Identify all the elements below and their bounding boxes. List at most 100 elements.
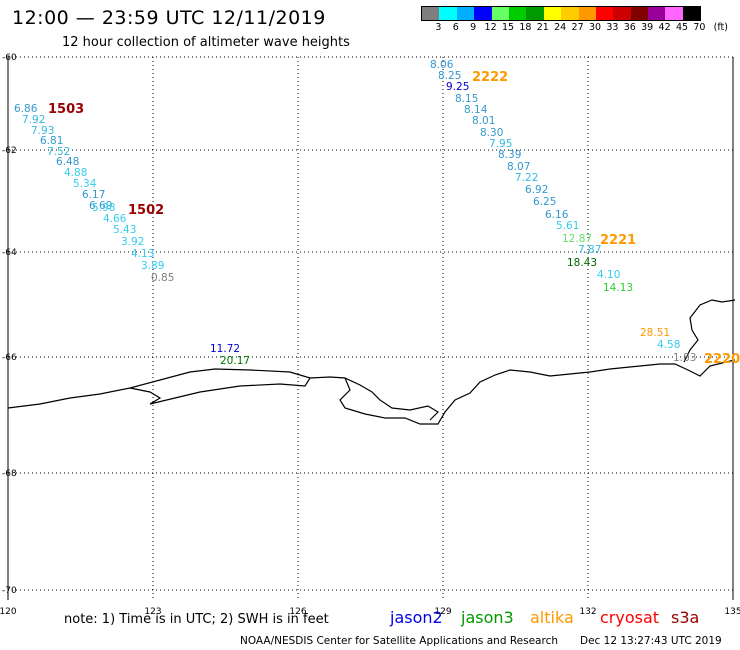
wave-height-reading: 7.22: [515, 172, 538, 184]
wave-height-reading: 8.14: [464, 104, 488, 116]
latitude-tick-label: -70: [2, 586, 17, 596]
altimeter-readings: 6.867.927.936.817.526.484.885.346.176.69…: [14, 59, 696, 367]
wave-height-reading: 8.06: [430, 59, 454, 71]
legend-swatch: [439, 7, 457, 20]
wave-height-reading: 8.39: [498, 149, 521, 161]
wave-height-reading: 8.15: [455, 93, 478, 105]
wave-height-reading: 6.16: [545, 209, 569, 221]
coastline-bay: [344, 377, 439, 421]
legend-swatch: [491, 7, 509, 20]
wave-height-reading: 0.85: [151, 272, 174, 284]
legend-swatch: [456, 7, 475, 20]
legend-swatch: [630, 7, 649, 20]
legend-tick-label: 42: [658, 22, 671, 33]
satellite-legend-item: altika: [530, 608, 574, 627]
wave-height-reading: 7.93: [31, 125, 54, 137]
longitude-tick-label: 123: [144, 607, 161, 617]
color-scale-legend: [421, 6, 702, 21]
satellite-legend-item: cryosat: [600, 608, 660, 627]
wave-height-reading: 6.25: [533, 196, 556, 208]
legend-tick-label: 70: [693, 22, 706, 33]
wave-height-reading: 6.86: [14, 103, 38, 115]
legend-tick-label: 24: [554, 22, 567, 33]
pass-number-label: 1502: [128, 203, 164, 218]
wave-height-reading: 8.25: [438, 70, 461, 82]
legend-swatch: [665, 7, 683, 20]
longitude-tick-label: 135: [724, 607, 740, 617]
map-subtitle: 12 hour collection of altimeter wave hei…: [62, 35, 350, 50]
wave-height-reading: 4.10: [597, 269, 620, 281]
wave-height-reading: 7.95: [489, 138, 512, 150]
satellite-legend-item: jason2: [390, 608, 443, 627]
legend-tick-label: (ft): [713, 22, 728, 33]
coastline-inlet: [129, 377, 311, 405]
longitude-tick-label: 132: [579, 607, 596, 617]
wave-height-reading: 12.87: [562, 233, 592, 245]
pass-number-label: 1503: [48, 102, 84, 117]
coastline: [7, 299, 736, 425]
longitude-tick-label: 129: [434, 607, 451, 617]
legend-swatch: [422, 7, 440, 20]
legend-swatch: [508, 7, 527, 20]
wave-height-reading: 6.17: [82, 189, 105, 201]
coastline-peninsula: [683, 299, 736, 363]
legend-tick-label: 18: [519, 22, 532, 33]
wave-height-reading: 5.43: [113, 224, 136, 236]
wave-height-reading: 6.92: [525, 184, 548, 196]
legend-swatch: [648, 7, 666, 20]
wave-height-reading: 28.51: [640, 327, 670, 339]
wave-height-reading: 14.13: [603, 282, 633, 294]
wave-height-reading: 7.92: [22, 114, 45, 126]
wave-height-reading: 7.87: [578, 244, 601, 256]
wave-height-reading: 6.81: [40, 135, 63, 147]
wave-height-reading: 8.07: [507, 161, 530, 173]
wave-height-reading: 11.72: [210, 343, 240, 355]
pass-number-label: 2222: [472, 70, 508, 85]
legend-tick-label: 6: [452, 22, 459, 33]
legend-tick-label: 15: [501, 22, 515, 33]
units-note: note: 1) Time is in UTC; 2) SWH is in fe…: [64, 612, 329, 627]
color-scale-labels: 3 6 9 12 15 18 21 24 27 30 33 36 39 42 45 70 (ft): [421, 22, 740, 34]
legend-swatch: [682, 7, 701, 20]
legend-swatch: [526, 7, 544, 20]
legend-swatch: [613, 7, 631, 20]
wave-height-reading: 8.01: [472, 115, 495, 127]
wave-height-reading: 3.92: [121, 236, 144, 248]
graticule: 120 123 126 129 132 135 -60 -62 -64 -66 -68 -70: [0, 53, 740, 617]
legend-tick-label: 36: [623, 22, 636, 33]
wave-height-reading: 7.52: [47, 146, 70, 158]
wave-height-reading: 6.69: [89, 200, 112, 212]
wave-height-reading: 4.88: [64, 167, 87, 179]
wave-height-reading: 6.48: [56, 156, 79, 168]
generated-timestamp: Dec 12 13:27:43 UTC 2019: [580, 635, 722, 647]
wave-height-reading: 5.98: [92, 202, 115, 214]
longitude-tick-label: 120: [0, 607, 17, 617]
latitude-tick-label: -68: [2, 469, 17, 479]
legend-tick-label: 30: [588, 22, 602, 33]
legend-swatch: [561, 7, 579, 20]
pass-numbers: 1503 1502 2222 2221 2220: [48, 70, 740, 367]
wave-height-reading: 8.30: [480, 127, 503, 139]
legend-swatch: [595, 7, 614, 20]
wave-height-reading: 4.58: [657, 339, 680, 351]
wave-height-reading: 3.89: [141, 260, 164, 272]
legend-tick-label: 12: [484, 22, 497, 33]
legend-swatch: [578, 7, 596, 20]
wave-height-reading: 4.66: [103, 213, 127, 225]
legend-tick-label: 33: [606, 22, 619, 33]
latitude-tick-label: -64: [2, 248, 17, 258]
legend-swatch: [543, 7, 562, 20]
wave-height-reading: 5.34: [73, 178, 97, 190]
wave-height-reading: 1.83: [673, 352, 696, 364]
map-title: 12:00 — 23:59 UTC 12/11/2019: [12, 7, 326, 29]
wave-height-reading: 18.43: [567, 257, 597, 269]
legend-tick-label: 9: [470, 22, 477, 33]
legend-tick-label: 45: [675, 22, 689, 33]
latitude-tick-label: -60: [2, 53, 17, 63]
legend-tick-label: 39: [641, 22, 654, 33]
legend-swatch: [474, 7, 492, 20]
wave-height-reading: 5.61: [556, 220, 579, 232]
legend-tick-label: 21: [536, 22, 549, 33]
legend-tick-label: 27: [571, 22, 584, 33]
